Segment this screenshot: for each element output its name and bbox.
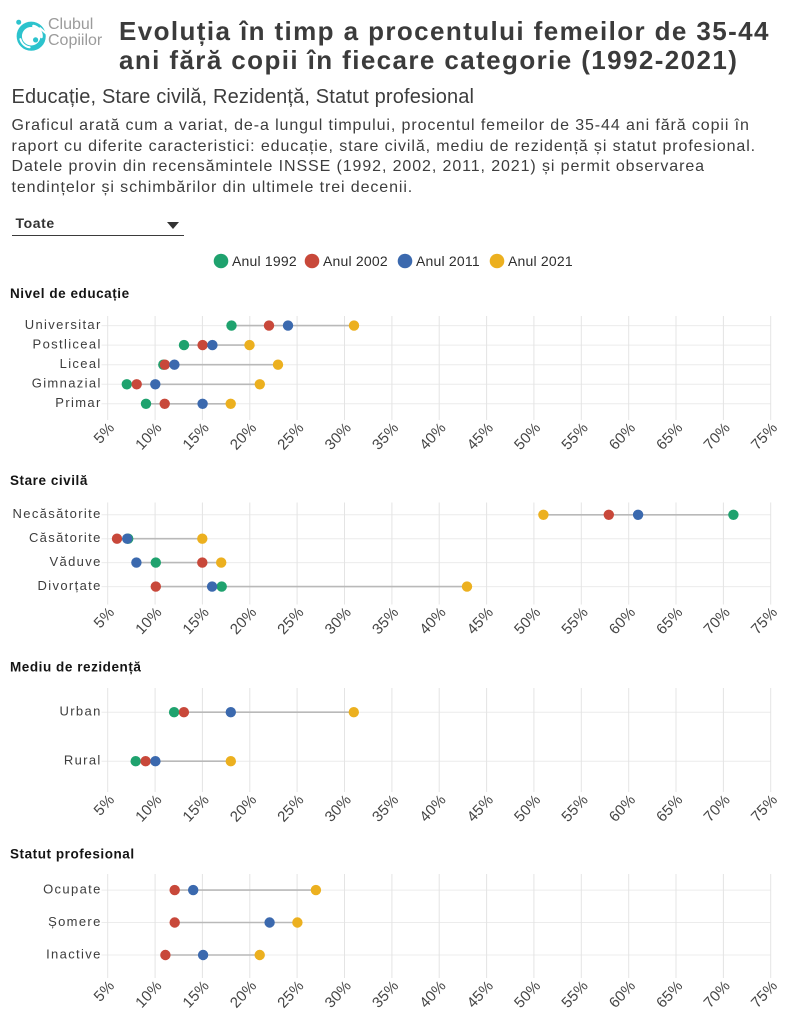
svg-text:10%: 10% (132, 791, 165, 825)
svg-text:Anul 1992: Anul 1992 (232, 253, 297, 269)
svg-text:50%: 50% (511, 604, 544, 638)
svg-text:65%: 65% (653, 791, 686, 825)
svg-text:50%: 50% (511, 977, 544, 1011)
svg-text:30%: 30% (322, 604, 355, 638)
svg-text:70%: 70% (701, 419, 734, 453)
svg-text:5%: 5% (91, 791, 119, 819)
svg-text:25%: 25% (274, 604, 307, 638)
svg-text:55%: 55% (558, 791, 591, 825)
svg-text:Anul 2021: Anul 2021 (508, 253, 573, 269)
svg-text:40%: 40% (416, 604, 449, 638)
svg-text:45%: 45% (464, 977, 497, 1011)
svg-text:15%: 15% (180, 604, 213, 638)
svg-text:30%: 30% (322, 419, 355, 453)
svg-text:30%: 30% (322, 791, 355, 825)
svg-text:30%: 30% (322, 977, 355, 1011)
svg-text:Șomere: Șomere (48, 914, 102, 929)
svg-text:75%: 75% (748, 419, 781, 453)
svg-text:45%: 45% (464, 419, 497, 453)
svg-text:65%: 65% (653, 419, 686, 453)
svg-text:Primar: Primar (55, 395, 101, 410)
svg-text:Divorțate: Divorțate (38, 578, 102, 593)
svg-text:Urban: Urban (60, 704, 102, 719)
svg-text:25%: 25% (274, 419, 307, 453)
svg-text:Anul 2011: Anul 2011 (416, 253, 480, 269)
svg-text:25%: 25% (274, 791, 307, 825)
svg-text:45%: 45% (464, 791, 497, 825)
svg-text:70%: 70% (701, 977, 734, 1011)
svg-text:50%: 50% (511, 419, 544, 453)
svg-text:55%: 55% (558, 604, 591, 638)
svg-text:55%: 55% (558, 977, 591, 1011)
svg-text:60%: 60% (606, 977, 639, 1011)
svg-text:5%: 5% (91, 604, 119, 632)
svg-text:20%: 20% (227, 791, 260, 825)
svg-text:55%: 55% (558, 419, 591, 453)
svg-text:40%: 40% (416, 791, 449, 825)
svg-text:15%: 15% (180, 791, 213, 825)
svg-text:20%: 20% (227, 977, 260, 1011)
svg-text:Gimnazial: Gimnazial (32, 376, 102, 391)
svg-text:Ocupate: Ocupate (43, 882, 102, 897)
svg-text:60%: 60% (606, 791, 639, 825)
svg-text:Statut profesional: Statut profesional (10, 846, 135, 861)
svg-text:10%: 10% (132, 604, 165, 638)
svg-text:35%: 35% (369, 604, 402, 638)
svg-text:75%: 75% (748, 604, 781, 638)
svg-text:Nivel de educație: Nivel de educație (10, 286, 130, 301)
svg-text:Căsătorite: Căsătorite (29, 530, 102, 545)
svg-text:75%: 75% (748, 977, 781, 1011)
svg-text:75%: 75% (748, 791, 781, 825)
svg-text:35%: 35% (369, 419, 402, 453)
svg-text:Stare civilă: Stare civilă (10, 473, 88, 488)
svg-text:10%: 10% (132, 419, 165, 453)
svg-text:25%: 25% (274, 977, 307, 1011)
svg-text:15%: 15% (180, 977, 213, 1011)
svg-text:Inactive: Inactive (46, 946, 102, 961)
svg-text:70%: 70% (701, 604, 734, 638)
svg-text:40%: 40% (416, 977, 449, 1011)
svg-text:Universitar: Universitar (25, 317, 102, 332)
svg-text:65%: 65% (653, 977, 686, 1011)
svg-text:Necăsătorite: Necăsătorite (13, 506, 102, 521)
svg-text:60%: 60% (606, 604, 639, 638)
svg-text:Anul 2002: Anul 2002 (323, 253, 388, 269)
svg-text:20%: 20% (227, 604, 260, 638)
svg-text:5%: 5% (91, 977, 119, 1005)
svg-text:50%: 50% (511, 791, 544, 825)
svg-text:35%: 35% (369, 791, 402, 825)
svg-text:35%: 35% (369, 977, 402, 1011)
svg-text:Văduve: Văduve (49, 554, 101, 569)
svg-text:40%: 40% (416, 419, 449, 453)
svg-text:45%: 45% (464, 604, 497, 638)
svg-text:Mediu de rezidență: Mediu de rezidență (10, 660, 141, 675)
svg-text:70%: 70% (701, 791, 734, 825)
svg-text:5%: 5% (91, 419, 119, 447)
svg-text:15%: 15% (180, 419, 213, 453)
svg-text:20%: 20% (227, 419, 260, 453)
svg-text:60%: 60% (606, 419, 639, 453)
svg-text:65%: 65% (653, 604, 686, 638)
svg-text:Rural: Rural (64, 753, 102, 768)
svg-text:Postliceal: Postliceal (33, 337, 102, 352)
svg-text:10%: 10% (132, 977, 165, 1011)
svg-text:Liceal: Liceal (60, 356, 102, 371)
